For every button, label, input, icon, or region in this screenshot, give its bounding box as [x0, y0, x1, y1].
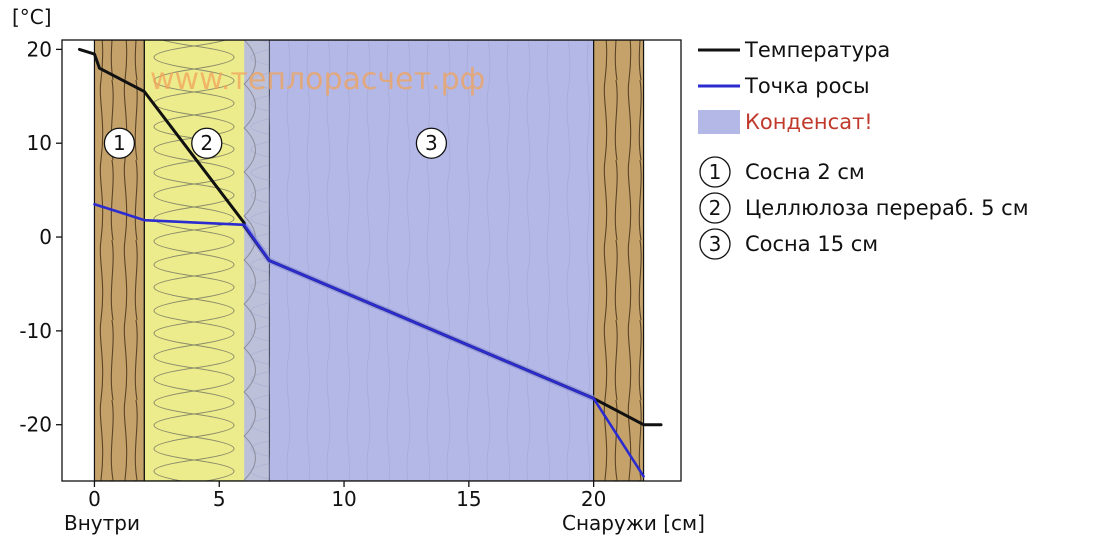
legend-label-1: Точка росы — [744, 74, 870, 98]
legend-layer-number-2: 2 — [709, 196, 722, 220]
y-tick-label: -10 — [19, 319, 52, 343]
x-tick-label: 20 — [581, 487, 606, 511]
x-label-right: Снаружи [см] — [562, 511, 705, 535]
y-tick-label: -20 — [19, 413, 52, 437]
x-label-left: Внутри — [64, 511, 140, 535]
layer-marker-3 — [415, 127, 448, 159]
legend-label-0: Температура — [744, 38, 890, 62]
layer-4-wood — [593, 40, 645, 481]
legend-label-2: Конденсат! — [745, 110, 873, 134]
legend-layer-marker-1 — [699, 156, 731, 188]
x-axis: 0 5 10 15 20 — [88, 481, 606, 511]
legend-layer-name-1: Сосна 2 см — [745, 160, 865, 184]
plot-frame — [61, 39, 682, 482]
y-unit-label: [°C] — [12, 5, 52, 29]
legend-layer-marker-2 — [699, 192, 731, 224]
x-tick-label: 15 — [456, 487, 481, 511]
y-tick-label: 0 — [39, 225, 52, 249]
layer-marker-label-3: 3 — [425, 131, 438, 155]
wall-layers — [93, 40, 645, 481]
legend-layer-name-3: Сосна 15 см — [745, 232, 878, 256]
legend-swatch-2 — [698, 110, 740, 134]
legend-layer-number-1: 1 — [709, 160, 722, 184]
x-tick-label: 0 — [88, 487, 101, 511]
layer-1-wood — [93, 40, 145, 481]
layer-marker-label-1: 1 — [113, 131, 126, 155]
series-line-dew-point — [93, 202, 645, 478]
x-tick-label: 10 — [331, 487, 356, 511]
x-tick-label: 5 — [213, 487, 226, 511]
watermark: www.теплорасчет.рф — [150, 62, 485, 97]
legend-layer-marker-3 — [699, 228, 731, 260]
y-axis: 20 10 0 -10 -20 — [19, 37, 62, 437]
layer-marker-2 — [191, 127, 223, 159]
series-lines — [77, 47, 663, 478]
layer-3-grain — [269, 40, 594, 481]
legend-layer-number-3: 3 — [709, 232, 722, 256]
y-tick-label: 10 — [27, 131, 52, 155]
condensate-overlay — [244, 40, 270, 481]
condensate-zone — [243, 40, 270, 481]
layer-marker-1 — [103, 127, 136, 159]
y-tick-label: 20 — [27, 37, 52, 61]
legend-layer-name-2: Целлюлоза перераб. 5 см — [745, 196, 1029, 220]
condensate-overlay-lines — [243, 40, 256, 481]
layer-markers: 1 2 3 — [103, 127, 448, 159]
legend: Температура Точка росы Конденсат! 1 Сосна 2 … — [698, 38, 1029, 260]
layer-marker-label-2: 2 — [200, 131, 213, 155]
